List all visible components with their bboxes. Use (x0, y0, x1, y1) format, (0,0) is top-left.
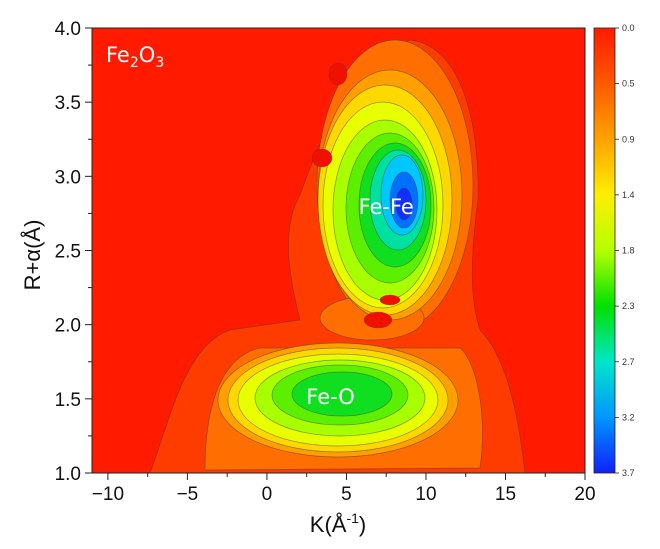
colorbar-ticks: 0.0 0.5 0.9 1.4 1.8 2.3 2.7 3.2 3.7 (615, 23, 635, 478)
sample-label-sub1: 2 (130, 55, 139, 71)
y-axis-title: R+α(Å) (20, 220, 45, 291)
x-axis: −10 −5 0 5 10 15 20 (92, 473, 596, 505)
annotation-fe-o: Fe-O (306, 385, 355, 409)
annotation-fe-fe: Fe-Fe (359, 195, 414, 219)
y-tick-label-6: 4.0 (55, 19, 81, 40)
y-tick-label-1: 1.5 (55, 390, 81, 411)
colorbar-tick-label-6: 2.7 (622, 357, 635, 367)
contour-level-12-region-1 (395, 187, 413, 221)
colorbar-tick-label-4: 1.8 (622, 246, 635, 256)
minor-feature-4 (379, 294, 401, 306)
y-tick-label-2: 2.0 (55, 316, 81, 337)
y-tick-label-0: 1.0 (55, 464, 81, 485)
annotations: Fe-Fe Fe-O (306, 195, 414, 409)
colorbar-tick-label-0: 0.0 (622, 23, 635, 33)
minor-feature-2 (311, 148, 333, 168)
minor-feature-1 (328, 62, 348, 86)
contour-level-12 (395, 187, 413, 221)
x-tick-label-6: 20 (574, 484, 595, 505)
x-tick-label-5: 15 (495, 484, 516, 505)
y-tick-label-3: 2.5 (55, 242, 81, 263)
minor-feature-3 (363, 311, 393, 329)
y-tick-label-5: 3.5 (55, 93, 81, 114)
y-axis: 1.0 1.5 2.0 2.5 3.0 3.5 4.0 (55, 19, 92, 485)
x-tick-label-0: −10 (92, 484, 124, 505)
x-axis-title-close: ) (359, 512, 366, 537)
colorbar-tick-label-2: 0.9 (622, 134, 635, 144)
colorbar-tick-label-8: 3.7 (622, 468, 635, 478)
sample-label-sub2: 3 (155, 55, 164, 71)
contour-level-8-region-1 (291, 371, 393, 417)
x-axis-title-sup: -1 (346, 510, 359, 526)
colorbar-tick-label-5: 2.3 (622, 301, 635, 311)
sample-label-base: Fe (106, 43, 130, 67)
colorbar (593, 27, 616, 474)
sample-label: Fe2O3 (106, 43, 164, 71)
x-axis-title: K(Å-1) (310, 510, 366, 537)
contour-layers (149, 39, 526, 473)
colorbar-tick-label-3: 1.4 (622, 190, 635, 200)
minor-features (311, 62, 401, 329)
y-tick-label-4: 3.0 (55, 167, 81, 188)
x-axis-title-main: K(Å (310, 512, 347, 537)
colorbar-tick-label-7: 3.2 (622, 412, 635, 422)
x-tick-label-1: −5 (177, 484, 199, 505)
sample-label-mid: O (139, 43, 156, 67)
x-tick-label-4: 10 (415, 484, 436, 505)
colorbar-tick-label-1: 0.5 (622, 79, 635, 89)
x-tick-label-2: 0 (262, 484, 273, 505)
x-tick-label-3: 5 (341, 484, 352, 505)
